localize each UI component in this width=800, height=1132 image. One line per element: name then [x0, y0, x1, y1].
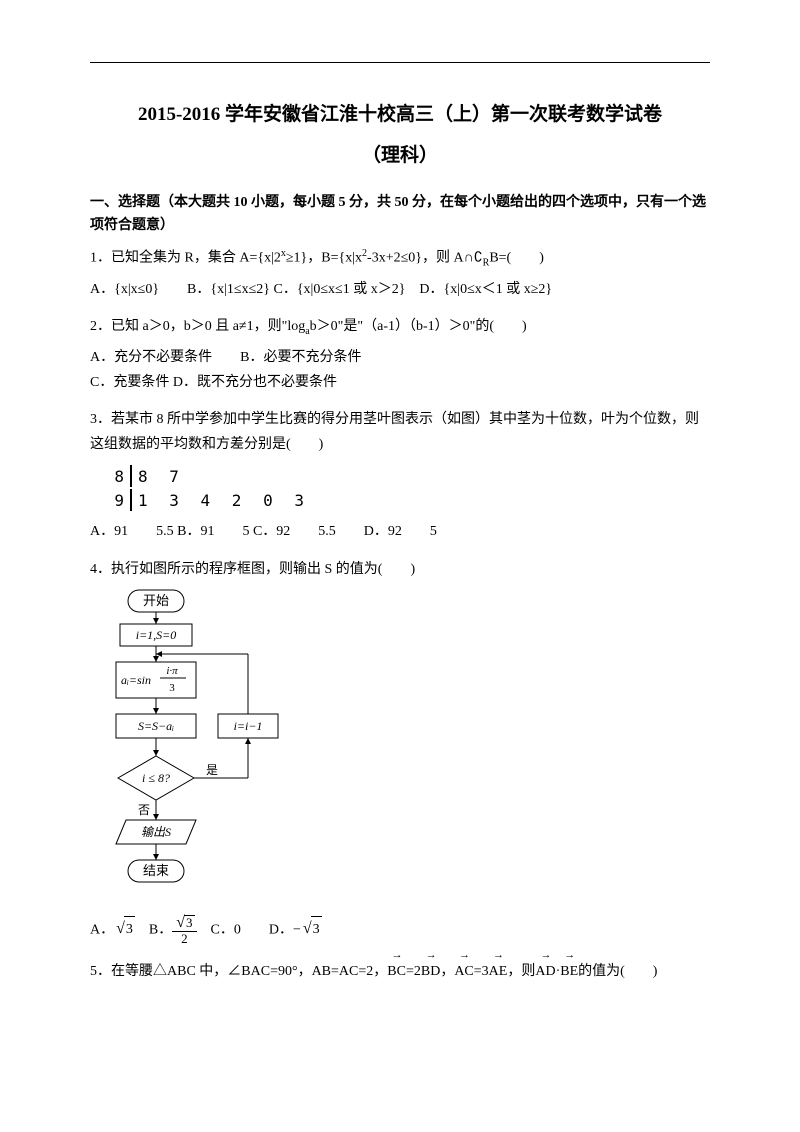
vector-bd: BD	[421, 959, 440, 984]
svg-text:i=1,S=0: i=1,S=0	[136, 628, 177, 642]
vector-be: BE	[560, 959, 578, 984]
document-title: 2015-2016 学年安徽省江淮十校高三（上）第一次联考数学试卷	[90, 100, 710, 130]
vector-ae: AE	[489, 959, 508, 984]
question-3-options: A．91 5.5 B．91 5 C．92 5.5 D．92 5	[90, 519, 710, 544]
top-rule	[90, 62, 710, 63]
question-5: 5．在等腰△ABC 中，∠BAC=90°，AB=AC=2，BC=2BD，AC=3…	[90, 959, 710, 984]
svg-text:输出S: 输出S	[141, 825, 171, 839]
vector-ad: AD	[535, 959, 555, 984]
flowchart: 开始 i=1,S=0 aᵢ=sin i·π 3 S=S−aᵢ i=i−1 i ≤…	[98, 588, 710, 908]
vector-ac: AC	[454, 959, 473, 984]
svg-text:aᵢ=sin: aᵢ=sin	[121, 673, 151, 687]
stem-leaf-row: 9 1 3 4 2 0 3	[100, 489, 710, 511]
section-1-heading: 一、选择题（本大题共 10 小题，每小题 5 分，共 50 分，在每个小题给出的…	[90, 192, 710, 237]
svg-text:3: 3	[169, 682, 175, 694]
svg-text:是: 是	[206, 763, 218, 777]
svg-text:开始: 开始	[143, 593, 169, 608]
svg-text:i·π: i·π	[166, 665, 178, 677]
question-1: 1．已知全集为 R，集合 A={x|2x≥1}，B={x|x2-3x+2≤0}，…	[90, 245, 710, 272]
svg-text:结束: 结束	[143, 863, 169, 878]
document-subtitle: （理科）	[90, 140, 710, 167]
svg-text:i=i−1: i=i−1	[234, 719, 263, 733]
question-4-options: A．3 B．32 C．0 D．−3	[90, 914, 710, 947]
question-1-options: A．{x|x≤0} B．{x|1≤x≤2} C．{x|0≤x≤1 或 x＞2} …	[90, 277, 710, 302]
stem-leaf-plot: 8 8 7 9 1 3 4 2 0 3	[100, 465, 710, 511]
svg-text:S=S−aᵢ: S=S−aᵢ	[138, 719, 174, 733]
stem-leaf-row: 8 8 7	[100, 465, 710, 487]
question-4: 4．执行如图所示的程序框图，则输出 S 的值为( )	[90, 557, 710, 582]
question-2-options: A．充分不必要条件 B．必要不充分条件 C．充要条件 D．既不充分也不必要条件	[90, 345, 710, 395]
question-2: 2．已知 a＞0，b＞0 且 a≠1，则"logab＞0"是"（a-1）（b-1…	[90, 314, 710, 341]
vector-bc: BC	[387, 959, 406, 984]
svg-text:否: 否	[138, 803, 150, 817]
question-3: 3．若某市 8 所中学参加中学生比赛的得分用茎叶图表示（如图）其中茎为十位数，叶…	[90, 407, 710, 457]
svg-text:i ≤ 8?: i ≤ 8?	[142, 771, 170, 785]
